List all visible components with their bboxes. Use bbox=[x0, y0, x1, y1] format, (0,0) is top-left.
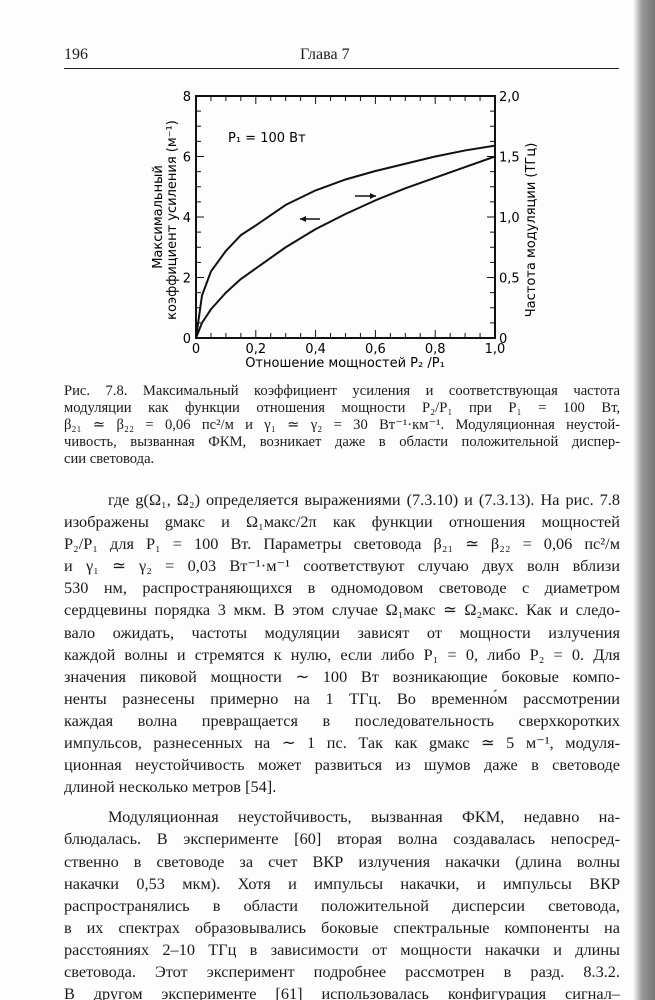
x-tick-label: 0,2 bbox=[245, 342, 266, 357]
y-left-label-2: коэффициент усиления (м⁻¹) bbox=[165, 120, 180, 320]
y-left-tick-label: 0 bbox=[183, 332, 191, 347]
series-left-axis-curve bbox=[195, 155, 496, 339]
y-right-tick-label: 0,5 bbox=[499, 272, 520, 287]
y-left-tick-label: 2 bbox=[183, 272, 191, 287]
body-line: ственно в световоде за счет ВКР излучени… bbox=[64, 851, 620, 871]
body-line: каждая волна превращается в последовател… bbox=[64, 710, 620, 730]
body-line: блюдалась. В эксперименте [60] вторая во… bbox=[64, 829, 620, 849]
body-line: каждой волны и стремятся к нулю, если ли… bbox=[64, 644, 620, 664]
y-right-tick-label: 0 bbox=[499, 332, 507, 347]
y-right-label: Частота модуляции (ТГц) bbox=[524, 143, 539, 318]
caption-line: модуляции как функции отношения мощности… bbox=[64, 400, 620, 416]
y-left-tick-label: 6 bbox=[183, 151, 191, 166]
y-left-label-1: Максимальный bbox=[151, 165, 166, 269]
body-line: световода. Этот эксперимент подробнее ра… bbox=[64, 961, 620, 981]
arrowhead-icon bbox=[370, 193, 376, 199]
y-right-tick-label: 1,0 bbox=[499, 211, 520, 226]
caption-line: сии световода. bbox=[64, 451, 155, 467]
figure-caption: Рис. 7.8. Максимальный коэффициент усиле… bbox=[64, 383, 620, 468]
body-line: Модуляционная неустойчивость, вызванная … bbox=[108, 807, 620, 827]
running-head: Глава 7 bbox=[300, 46, 350, 63]
body-line: P₂/P₁ для P₁ = 100 Вт. Параметры светово… bbox=[64, 534, 620, 554]
x-tick-label: 0,6 bbox=[365, 342, 386, 357]
y-right-tick-label: 1,5 bbox=[499, 151, 520, 166]
header-rule bbox=[64, 68, 619, 69]
body-line: длиной несколько метров [54]. bbox=[64, 777, 277, 797]
body-line: импульсов, разнесенных на ∼ 1 пс. Так ка… bbox=[64, 733, 620, 753]
arrowhead-icon bbox=[300, 216, 306, 222]
caption-line: чивость, вызванная ФКМ, возникает даже в… bbox=[64, 434, 620, 450]
body-line: ненты разнесены примерно на 1 ТГц. Во вр… bbox=[64, 688, 620, 708]
body-text: где g(Ω₁, Ω₂) определяется выражениями (… bbox=[64, 489, 620, 1000]
body-line: расстояниях 2–10 ТГц в зависимости от мо… bbox=[64, 939, 620, 959]
series-right-axis-curve bbox=[195, 144, 496, 339]
body-line: распространялись в области положительной… bbox=[64, 895, 620, 915]
body-line: значения пиковой мощности ∼ 100 Вт возни… bbox=[64, 666, 620, 686]
y-right-tick-label: 2,0 bbox=[499, 90, 520, 105]
body-line: изображены gмакс и Ω₁макс/2π как функции… bbox=[64, 512, 620, 532]
x-tick-label: 0 bbox=[192, 342, 200, 357]
body-line: вало ожидать, частоты модуляции зависят … bbox=[64, 622, 620, 642]
body-line: где g(Ω₁, Ω₂) определяется выражениями (… bbox=[108, 490, 620, 509]
x-tick-label: 1,0 bbox=[485, 342, 506, 357]
body-line: ционная неустойчивость может развиться и… bbox=[64, 755, 620, 775]
body-line: 530 нм, распространяющихся в одномодовом… bbox=[64, 578, 620, 598]
annotation-p1: P₁ = 100 Вт bbox=[228, 131, 306, 146]
body-line: и γ₁ ≃ γ₂ = 0,03 Вт⁻¹·м⁻¹ соответствуют … bbox=[64, 556, 620, 576]
y-left-tick-label: 4 bbox=[183, 211, 191, 226]
caption-line: Рис. 7.8. Максимальный коэффициент усиле… bbox=[64, 383, 620, 399]
x-axis-label: Отношение мощностей P₂ /P₁ bbox=[245, 356, 445, 371]
caption-line: β₂₁ ≃ β₂₂ = 0,06 пс²/м и γ₁ ≃ γ₂ = 30 Вт… bbox=[64, 417, 620, 433]
body-line: В другом эксперименте [61] использовалас… bbox=[64, 984, 620, 1000]
x-tick-label: 0,4 bbox=[305, 342, 326, 357]
x-tick-label: 0,8 bbox=[425, 342, 446, 357]
page-number: 196 bbox=[64, 46, 88, 63]
body-line: сердцевины порядка 3 мкм. В этом случае … bbox=[64, 600, 620, 620]
body-line: в их спектрах образовывались боковые спе… bbox=[64, 917, 620, 937]
body-line: накачки 0,53 мкм). Хотя и импульсы накач… bbox=[64, 873, 620, 893]
page-edge-shadow bbox=[633, 0, 655, 1000]
y-left-tick-label: 8 bbox=[183, 90, 191, 105]
